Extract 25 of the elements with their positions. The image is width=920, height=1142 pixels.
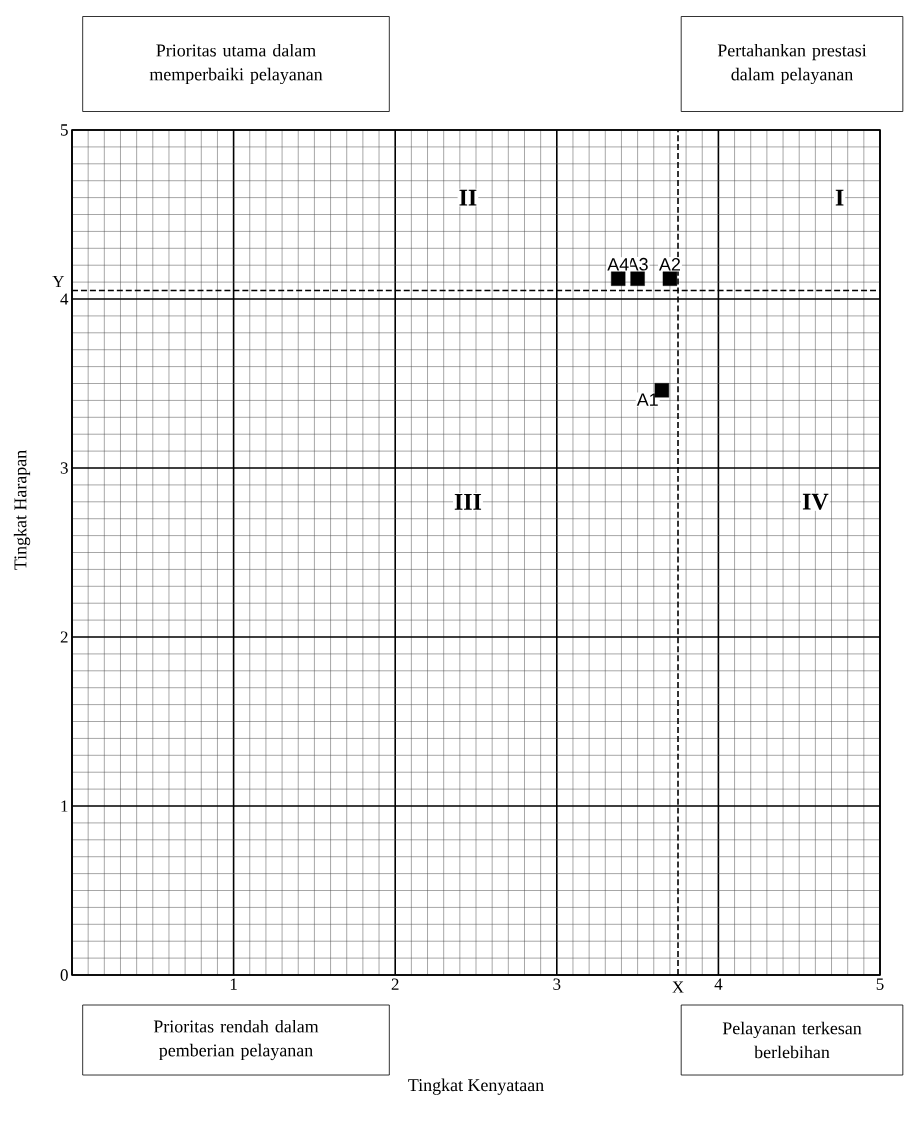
y-tick-label: 5 [61,124,68,136]
annotation: II [459,189,477,206]
y-tick-label: 1 [61,800,68,812]
annotation: III [454,493,482,510]
y-tick-label: 0 [60,969,68,981]
y-tick-label: 2 [60,631,68,643]
text: Prioritas rendah dalam pemberian pelayanan [153,1019,319,1061]
annotation: A2 [658,258,680,271]
ref-line-label: Y [52,275,65,288]
x-tick-label: 1 [230,978,237,990]
annotation: IV [802,493,829,510]
x-tick-label: 4 [714,978,723,990]
text: Prioritas utama dalam memperbaiki pelayanan [149,43,323,85]
y-tick-label: 4 [60,293,69,305]
y-tick-label: 3 [60,462,68,474]
annotation: A1 [636,393,658,406]
x-tick-label: 3 [553,978,561,990]
annotation: I [835,189,844,206]
x-tick-label: 2 [391,978,399,990]
y-axis-title: Tingkat Harapan [13,450,31,570]
ref-line-label: X [672,981,684,993]
x-tick-label: 5 [876,978,884,990]
text: Pertahankan prestasi dalam pelayanan [717,43,867,85]
text: Pelayanan terkesan berlebihan [722,1021,862,1059]
x-axis-title: Tingkat Kenyataan [408,1078,544,1095]
